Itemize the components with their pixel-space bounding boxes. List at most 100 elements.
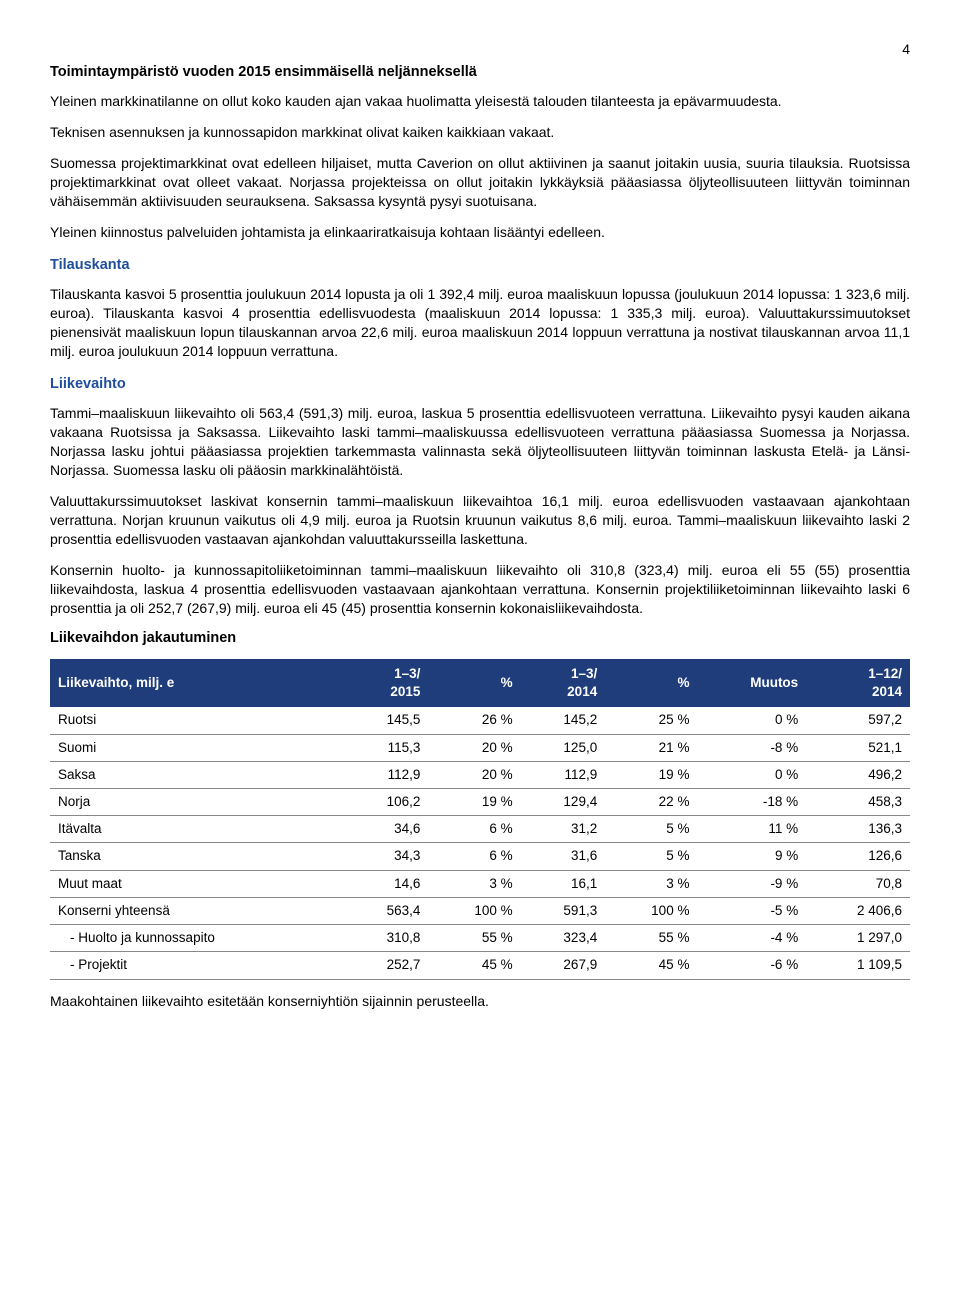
table-row: Itävalta34,66 %31,25 %11 %136,3 xyxy=(50,816,910,843)
table-cell: 0 % xyxy=(697,707,806,734)
table-cell: 100 % xyxy=(428,897,520,924)
table-cell: -4 % xyxy=(697,925,806,952)
table-cell: Saksa xyxy=(50,761,344,788)
table-row: - Projektit252,745 %267,945 %-6 %1 109,5 xyxy=(50,952,910,979)
table-cell: Muut maat xyxy=(50,870,344,897)
table-cell: 126,6 xyxy=(806,843,910,870)
section-title-liikevaihto: Liikevaihto xyxy=(50,375,910,395)
table-cell: 6 % xyxy=(428,816,520,843)
table-cell: -5 % xyxy=(697,897,806,924)
table-cell: 323,4 xyxy=(521,925,606,952)
table-cell: -18 % xyxy=(697,789,806,816)
table-row: Tanska34,36 %31,65 %9 %126,6 xyxy=(50,843,910,870)
table-cell: Itävalta xyxy=(50,816,344,843)
main-heading: Toimintaympäristö vuoden 2015 ensimmäise… xyxy=(50,63,910,83)
col-label: Liikevaihto, milj. e xyxy=(50,659,344,707)
table-row: Saksa112,920 %112,919 %0 %496,2 xyxy=(50,761,910,788)
table-cell: 1 297,0 xyxy=(806,925,910,952)
table-cell: 45 % xyxy=(605,952,697,979)
table-cell: 31,2 xyxy=(521,816,606,843)
table-cell: 55 % xyxy=(605,925,697,952)
table-row: Konserni yhteensä563,4100 %591,3100 %-5 … xyxy=(50,897,910,924)
table-cell: 6 % xyxy=(428,843,520,870)
table-cell: 11 % xyxy=(697,816,806,843)
table-cell: 563,4 xyxy=(344,897,429,924)
page-number: 4 xyxy=(50,40,910,59)
table-cell: - Huolto ja kunnossapito xyxy=(50,925,344,952)
table-header-row: Liikevaihto, milj. e 1–3/ 2015 % 1–3/ 20… xyxy=(50,659,910,707)
paragraph: Konsernin huolto- ja kunnossapitoliiketo… xyxy=(50,561,910,618)
table-cell: 5 % xyxy=(605,843,697,870)
col-pct-2015: % xyxy=(428,659,520,707)
table-cell: 267,9 xyxy=(521,952,606,979)
table-cell: 597,2 xyxy=(806,707,910,734)
table-cell: 70,8 xyxy=(806,870,910,897)
table-cell: 145,2 xyxy=(521,707,606,734)
table-cell: 19 % xyxy=(605,761,697,788)
table-row: Suomi115,320 %125,021 %-8 %521,1 xyxy=(50,734,910,761)
paragraph: Tammi–maaliskuun liikevaihto oli 563,4 (… xyxy=(50,404,910,480)
paragraph: Yleinen kiinnostus palveluiden johtamist… xyxy=(50,223,910,242)
table-cell: 34,3 xyxy=(344,843,429,870)
table-cell: 0 % xyxy=(697,761,806,788)
section-title-tilauskanta: Tilauskanta xyxy=(50,256,910,276)
table-cell: 591,3 xyxy=(521,897,606,924)
table-cell: 19 % xyxy=(428,789,520,816)
paragraph: Yleinen markkinatilanne on ollut koko ka… xyxy=(50,92,910,111)
table-cell: Tanska xyxy=(50,843,344,870)
col-q1-2015: 1–3/ 2015 xyxy=(344,659,429,707)
table-cell: -6 % xyxy=(697,952,806,979)
revenue-table: Liikevaihto, milj. e 1–3/ 2015 % 1–3/ 20… xyxy=(50,659,910,980)
table-cell: 458,3 xyxy=(806,789,910,816)
paragraph: Valuuttakurssimuutokset laskivat konsern… xyxy=(50,492,910,549)
col-change: Muutos xyxy=(697,659,806,707)
table-heading: Liikevaihdon jakautuminen xyxy=(50,629,910,649)
table-cell: 34,6 xyxy=(344,816,429,843)
table-cell: 21 % xyxy=(605,734,697,761)
table-cell: 20 % xyxy=(428,734,520,761)
paragraph: Teknisen asennuksen ja kunnossapidon mar… xyxy=(50,123,910,142)
table-cell: 115,3 xyxy=(344,734,429,761)
table-cell: Konserni yhteensä xyxy=(50,897,344,924)
table-cell: 136,3 xyxy=(806,816,910,843)
table-cell: 106,2 xyxy=(344,789,429,816)
table-cell: 252,7 xyxy=(344,952,429,979)
table-row: Ruotsi145,526 %145,225 %0 %597,2 xyxy=(50,707,910,734)
table-row: - Huolto ja kunnossapito310,855 %323,455… xyxy=(50,925,910,952)
table-cell: Suomi xyxy=(50,734,344,761)
table-cell: 25 % xyxy=(605,707,697,734)
col-pct-2014: % xyxy=(605,659,697,707)
table-cell: 145,5 xyxy=(344,707,429,734)
table-cell: 55 % xyxy=(428,925,520,952)
table-row: Norja106,219 %129,422 %-18 %458,3 xyxy=(50,789,910,816)
paragraph: Suomessa projektimarkkinat ovat edelleen… xyxy=(50,154,910,211)
table-cell: 45 % xyxy=(428,952,520,979)
table-row: Muut maat14,63 %16,13 %-9 %70,8 xyxy=(50,870,910,897)
table-cell: 3 % xyxy=(428,870,520,897)
table-cell: - Projektit xyxy=(50,952,344,979)
table-cell: 22 % xyxy=(605,789,697,816)
table-cell: -8 % xyxy=(697,734,806,761)
table-cell: 20 % xyxy=(428,761,520,788)
table-cell: Ruotsi xyxy=(50,707,344,734)
table-cell: 521,1 xyxy=(806,734,910,761)
table-cell: 112,9 xyxy=(521,761,606,788)
table-cell: 125,0 xyxy=(521,734,606,761)
table-cell: -9 % xyxy=(697,870,806,897)
table-cell: 100 % xyxy=(605,897,697,924)
table-cell: 16,1 xyxy=(521,870,606,897)
table-cell: 496,2 xyxy=(806,761,910,788)
col-fy2014: 1–12/ 2014 xyxy=(806,659,910,707)
table-cell: 2 406,6 xyxy=(806,897,910,924)
paragraph: Tilauskanta kasvoi 5 prosenttia joulukuu… xyxy=(50,285,910,361)
table-cell: 310,8 xyxy=(344,925,429,952)
table-cell: 1 109,5 xyxy=(806,952,910,979)
col-q1-2014: 1–3/ 2014 xyxy=(521,659,606,707)
table-cell: 31,6 xyxy=(521,843,606,870)
footnote: Maakohtainen liikevaihto esitetään konse… xyxy=(50,992,910,1011)
table-cell: Norja xyxy=(50,789,344,816)
table-cell: 112,9 xyxy=(344,761,429,788)
table-cell: 3 % xyxy=(605,870,697,897)
table-cell: 14,6 xyxy=(344,870,429,897)
table-cell: 9 % xyxy=(697,843,806,870)
